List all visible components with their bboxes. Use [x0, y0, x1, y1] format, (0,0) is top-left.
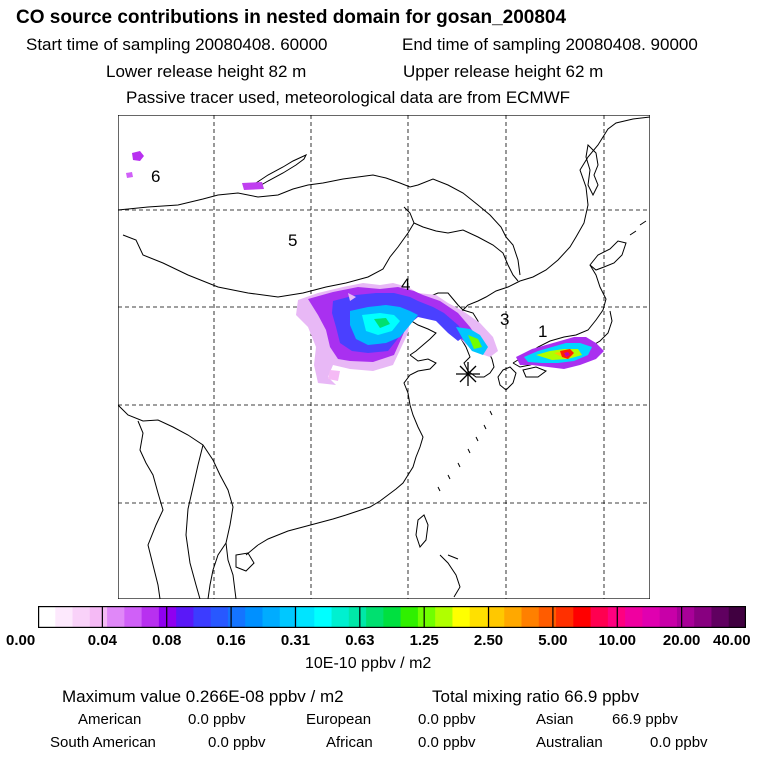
colorbar-tick-label: 20.00: [662, 632, 701, 649]
colorbar-tick-label: 0.04: [87, 632, 117, 649]
colorbar-cell: [711, 606, 730, 628]
colorbar-cell: [366, 606, 384, 628]
colorbar-cell: [158, 606, 177, 628]
colorbar-cell: [89, 606, 108, 628]
region-label-4: 4: [401, 275, 410, 294]
colorbar-tick-label: 10.00: [598, 632, 637, 649]
colorbar-cell: [556, 606, 574, 628]
colorbar-cell: [279, 606, 298, 628]
colorbar-cell: [573, 606, 592, 628]
colorbar-cell: [642, 606, 661, 628]
colorbar-cell: [193, 606, 212, 628]
south-american-label: South American: [50, 734, 156, 751]
colorbar-cell: [348, 606, 367, 628]
african-value: 0.0 ppbv: [418, 734, 476, 751]
map-panel: 1 3 4 5 6: [118, 115, 650, 599]
colorbar-cell: [141, 606, 160, 628]
colorbar-cell: [538, 606, 557, 628]
asian-label: Asian: [536, 711, 574, 728]
region-label-6: 6: [151, 167, 160, 186]
colorbar-cell: [417, 606, 436, 628]
region-label-3: 3: [500, 310, 509, 329]
colorbar-cell: [521, 606, 540, 628]
colorbar-cell: [400, 606, 419, 628]
colorbar-cell: [435, 606, 453, 628]
total-mixing-ratio: Total mixing ratio 66.9 ppbv: [432, 687, 639, 706]
colorbar-cell: [72, 606, 91, 628]
australian-value: 0.0 ppbv: [650, 734, 708, 751]
colorbar-cell: [245, 606, 263, 628]
region-label-1: 1: [538, 322, 547, 341]
colorbar-tick-label: 0.00: [6, 632, 36, 649]
colorbar-cell: [124, 606, 143, 628]
european-value: 0.0 ppbv: [418, 711, 476, 728]
european-label: European: [306, 711, 372, 728]
colorbar-cell: [383, 606, 402, 628]
colorbar-cell: [590, 606, 609, 628]
south-american-value: 0.0 ppbv: [208, 734, 266, 751]
colorbar-cell: [210, 606, 229, 628]
colorbar-cell: [227, 606, 246, 628]
max-value: Maximum value 0.266E-08 ppbv / m2: [62, 687, 344, 706]
colorbar-cell: [694, 606, 712, 628]
african-label: African: [326, 734, 373, 751]
colorbar-cell: [176, 606, 194, 628]
colorbar-cell: [659, 606, 678, 628]
end-time: End time of sampling 20080408. 90000: [402, 35, 698, 54]
colorbar-cell: [331, 606, 350, 628]
colorbar-cell: [262, 606, 281, 628]
receptor-star-icon: [456, 362, 480, 386]
colorbar-cell: [676, 606, 695, 628]
colorbar-tick-label: 5.00: [538, 632, 568, 649]
colorbar-cell: [452, 606, 471, 628]
colorbar-cell: [38, 606, 56, 628]
australian-label: Australian: [536, 734, 603, 751]
colorbar-cell: [107, 606, 125, 628]
colorbar-unit: 10E-10 ppbv / m2: [305, 655, 432, 672]
colorbar-border: [38, 606, 746, 628]
start-time: Start time of sampling 20080408. 60000: [26, 35, 328, 54]
colorbar-cell: [55, 606, 74, 628]
concentration-plume: [126, 151, 604, 385]
upper-release-height: Upper release height 62 m: [403, 62, 604, 81]
american-value: 0.0 ppbv: [188, 711, 246, 728]
colorbar-tick-label: 1.25: [409, 632, 439, 649]
colorbar-cell: [469, 606, 488, 628]
colorbar-cell: [297, 606, 315, 628]
map-title: CO source contributions in nested domain…: [16, 7, 567, 28]
american-label: American: [78, 711, 142, 728]
tracer-note: Passive tracer used, meteorological data…: [126, 88, 571, 107]
colorbar-tick-label: 0.08: [152, 632, 182, 649]
colorbar-tick-label: 0.63: [345, 632, 375, 649]
colorbar-cell: [486, 606, 505, 628]
colorbar-tick-label: 40.00: [713, 632, 751, 649]
colorbar: [38, 606, 746, 628]
colorbar-cell: [728, 606, 746, 628]
colorbar-tick-label: 0.31: [280, 632, 311, 649]
colorbar-tick-label: 2.50: [473, 632, 504, 649]
colorbar-tick-label: 0.16: [216, 632, 246, 649]
asian-value: 66.9 ppbv: [612, 711, 678, 728]
region-label-5: 5: [288, 231, 297, 250]
colorbar-cell: [625, 606, 643, 628]
colorbar-cell: [504, 606, 523, 628]
lower-release-height: Lower release height 82 m: [106, 62, 307, 81]
colorbar-cell: [314, 606, 333, 628]
